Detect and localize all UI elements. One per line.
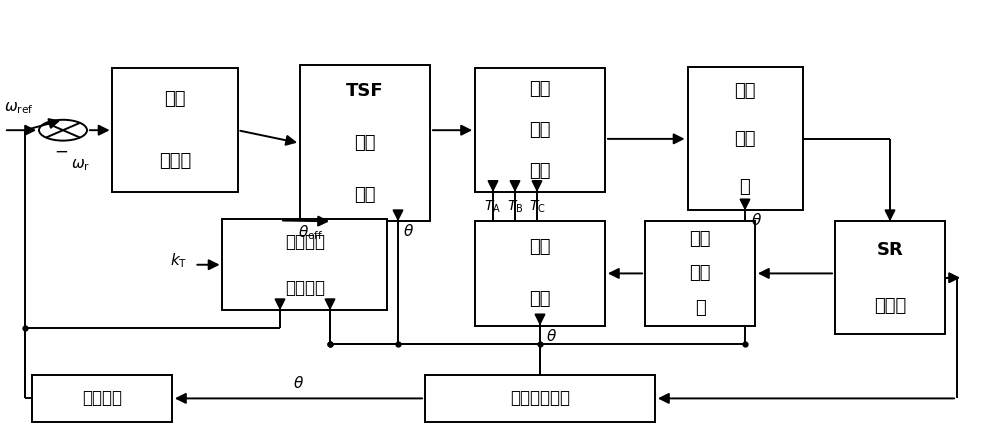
Text: 神经网络: 神经网络 bbox=[285, 233, 325, 251]
Text: $T_{\rm B}$: $T_{\rm B}$ bbox=[507, 198, 523, 215]
Text: 优化算法: 优化算法 bbox=[285, 279, 325, 296]
Text: $T_{\rm C}$: $T_{\rm C}$ bbox=[529, 198, 545, 215]
Text: 流检: 流检 bbox=[689, 264, 711, 283]
Text: 估算: 估算 bbox=[529, 290, 551, 309]
FancyBboxPatch shape bbox=[475, 68, 605, 192]
Text: 转矩: 转矩 bbox=[529, 80, 551, 98]
Text: $\omega_{\rm r}$: $\omega_{\rm r}$ bbox=[71, 157, 90, 173]
FancyBboxPatch shape bbox=[645, 221, 755, 326]
Text: $T_{\rm A}$: $T_{\rm A}$ bbox=[484, 198, 502, 215]
Text: SR: SR bbox=[877, 240, 903, 259]
Text: TSF: TSF bbox=[346, 82, 384, 100]
FancyBboxPatch shape bbox=[835, 221, 945, 334]
Text: 电动机: 电动机 bbox=[874, 297, 906, 315]
FancyBboxPatch shape bbox=[475, 221, 605, 326]
Text: 功率: 功率 bbox=[734, 82, 756, 100]
Text: $\theta$: $\theta$ bbox=[403, 223, 414, 239]
FancyBboxPatch shape bbox=[222, 219, 387, 310]
Text: $\theta_{\rm off}$: $\theta_{\rm off}$ bbox=[298, 223, 324, 242]
Text: $\theta$: $\theta$ bbox=[751, 212, 762, 228]
Text: 滞环: 滞环 bbox=[529, 121, 551, 139]
Text: 速度检测: 速度检测 bbox=[82, 389, 122, 408]
Text: $\theta$: $\theta$ bbox=[546, 329, 557, 344]
Text: 速度: 速度 bbox=[164, 90, 186, 108]
Text: 相电: 相电 bbox=[689, 230, 711, 248]
Text: 变换: 变换 bbox=[734, 130, 756, 148]
Text: $\omega_{\rm ref}$: $\omega_{\rm ref}$ bbox=[4, 101, 34, 116]
Text: 转子位置检测: 转子位置检测 bbox=[510, 389, 570, 408]
Text: −: − bbox=[54, 143, 68, 161]
FancyBboxPatch shape bbox=[300, 65, 430, 221]
FancyBboxPatch shape bbox=[688, 67, 802, 210]
Text: 控制: 控制 bbox=[529, 162, 551, 181]
Text: 转矩: 转矩 bbox=[529, 238, 551, 256]
FancyBboxPatch shape bbox=[425, 375, 655, 422]
Text: 控制器: 控制器 bbox=[159, 152, 191, 170]
Text: 器: 器 bbox=[740, 178, 750, 196]
FancyBboxPatch shape bbox=[32, 375, 172, 422]
Text: 分配: 分配 bbox=[354, 186, 376, 204]
Text: $k_{\rm T}$: $k_{\rm T}$ bbox=[170, 251, 188, 270]
Text: 转矩: 转矩 bbox=[354, 134, 376, 152]
Text: 测: 测 bbox=[695, 299, 705, 317]
FancyBboxPatch shape bbox=[112, 68, 238, 192]
Text: $\theta$: $\theta$ bbox=[293, 375, 304, 391]
